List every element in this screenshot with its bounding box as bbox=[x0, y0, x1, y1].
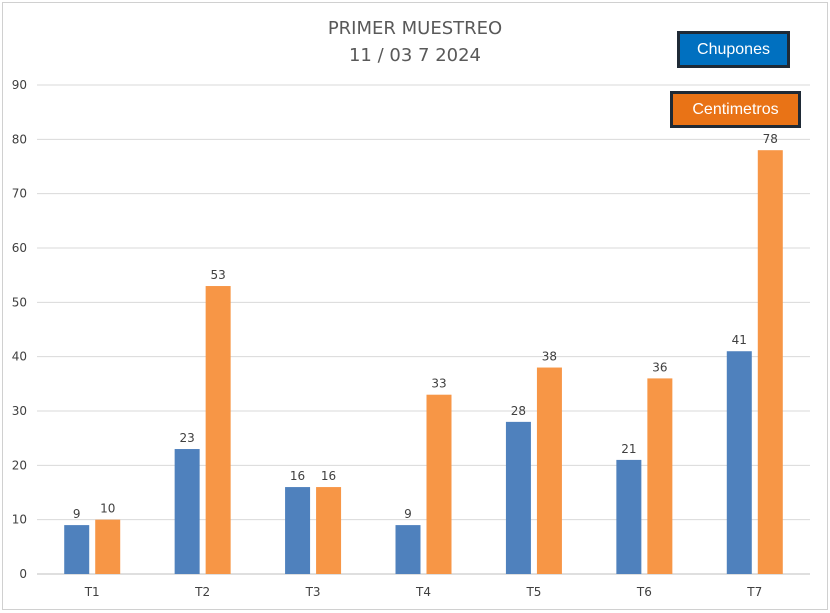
x-tick-label: T4 bbox=[415, 585, 431, 599]
data-label: 33 bbox=[431, 377, 446, 391]
data-label: 41 bbox=[732, 333, 747, 347]
y-tick-label: 90 bbox=[12, 78, 27, 92]
y-tick-label: 40 bbox=[12, 350, 27, 364]
data-label: 10 bbox=[100, 502, 115, 516]
bar-chupones-t2 bbox=[174, 449, 200, 574]
bar-centimetros-t2 bbox=[205, 286, 231, 574]
chart-subtitle: 11 / 03 7 2024 bbox=[349, 45, 481, 66]
y-tick-label: 70 bbox=[12, 187, 27, 201]
y-tick-label: 0 bbox=[19, 567, 27, 581]
legend-label-centimetros: Centimetros bbox=[692, 100, 779, 118]
data-label: 9 bbox=[404, 507, 412, 521]
y-tick-label: 80 bbox=[12, 132, 27, 146]
chart-title: PRIMER MUESTREO bbox=[328, 18, 502, 39]
y-tick-label: 50 bbox=[12, 295, 27, 309]
bar-chupones-t6 bbox=[616, 459, 642, 574]
x-tick-label: T6 bbox=[636, 585, 652, 599]
y-tick-label: 10 bbox=[12, 513, 27, 527]
data-label: 78 bbox=[763, 132, 778, 146]
bar-chupones-t4 bbox=[395, 525, 421, 574]
bar-centimetros-t3 bbox=[316, 487, 342, 574]
y-tick-label: 60 bbox=[12, 241, 27, 255]
x-tick-label: T7 bbox=[746, 585, 762, 599]
x-tick-label: T1 bbox=[84, 585, 100, 599]
legend-item-centimetros: Centimetros bbox=[670, 91, 801, 128]
x-axis-ticks: T1 T2 T3 T4 T5 T6 T7 bbox=[84, 585, 763, 599]
data-label: 23 bbox=[180, 431, 195, 445]
data-label: 9 bbox=[73, 507, 81, 521]
y-axis-ticks: 0 10 20 30 40 50 60 70 80 90 bbox=[12, 78, 27, 581]
data-label: 28 bbox=[511, 404, 526, 418]
bars: 9 10 23 53 16 16 9 33 28 38 21 36 41 78 bbox=[64, 132, 783, 574]
data-label: 16 bbox=[290, 469, 305, 483]
x-tick-label: T5 bbox=[525, 585, 541, 599]
bar-centimetros-t6 bbox=[647, 378, 673, 574]
data-label: 38 bbox=[542, 350, 557, 364]
legend-item-chupones: Chupones bbox=[677, 31, 790, 68]
gridlines bbox=[37, 84, 810, 575]
data-label: 36 bbox=[652, 360, 667, 374]
bar-chupones-t5 bbox=[505, 421, 531, 574]
data-label: 16 bbox=[321, 469, 336, 483]
bar-chupones-t7 bbox=[726, 351, 752, 574]
data-label: 53 bbox=[211, 268, 226, 282]
data-label: 21 bbox=[621, 442, 636, 456]
y-tick-label: 30 bbox=[12, 404, 27, 418]
bar-centimetros-t1 bbox=[95, 519, 121, 574]
x-tick-label: T2 bbox=[194, 585, 210, 599]
legend-label-chupones: Chupones bbox=[697, 40, 770, 58]
x-tick-label: T3 bbox=[305, 585, 321, 599]
bar-chupones-t1 bbox=[64, 525, 90, 574]
bar-centimetros-t7 bbox=[757, 150, 783, 574]
y-tick-label: 20 bbox=[12, 458, 27, 472]
bar-centimetros-t4 bbox=[426, 394, 452, 574]
bar-chupones-t3 bbox=[285, 487, 311, 574]
bar-centimetros-t5 bbox=[536, 367, 562, 574]
